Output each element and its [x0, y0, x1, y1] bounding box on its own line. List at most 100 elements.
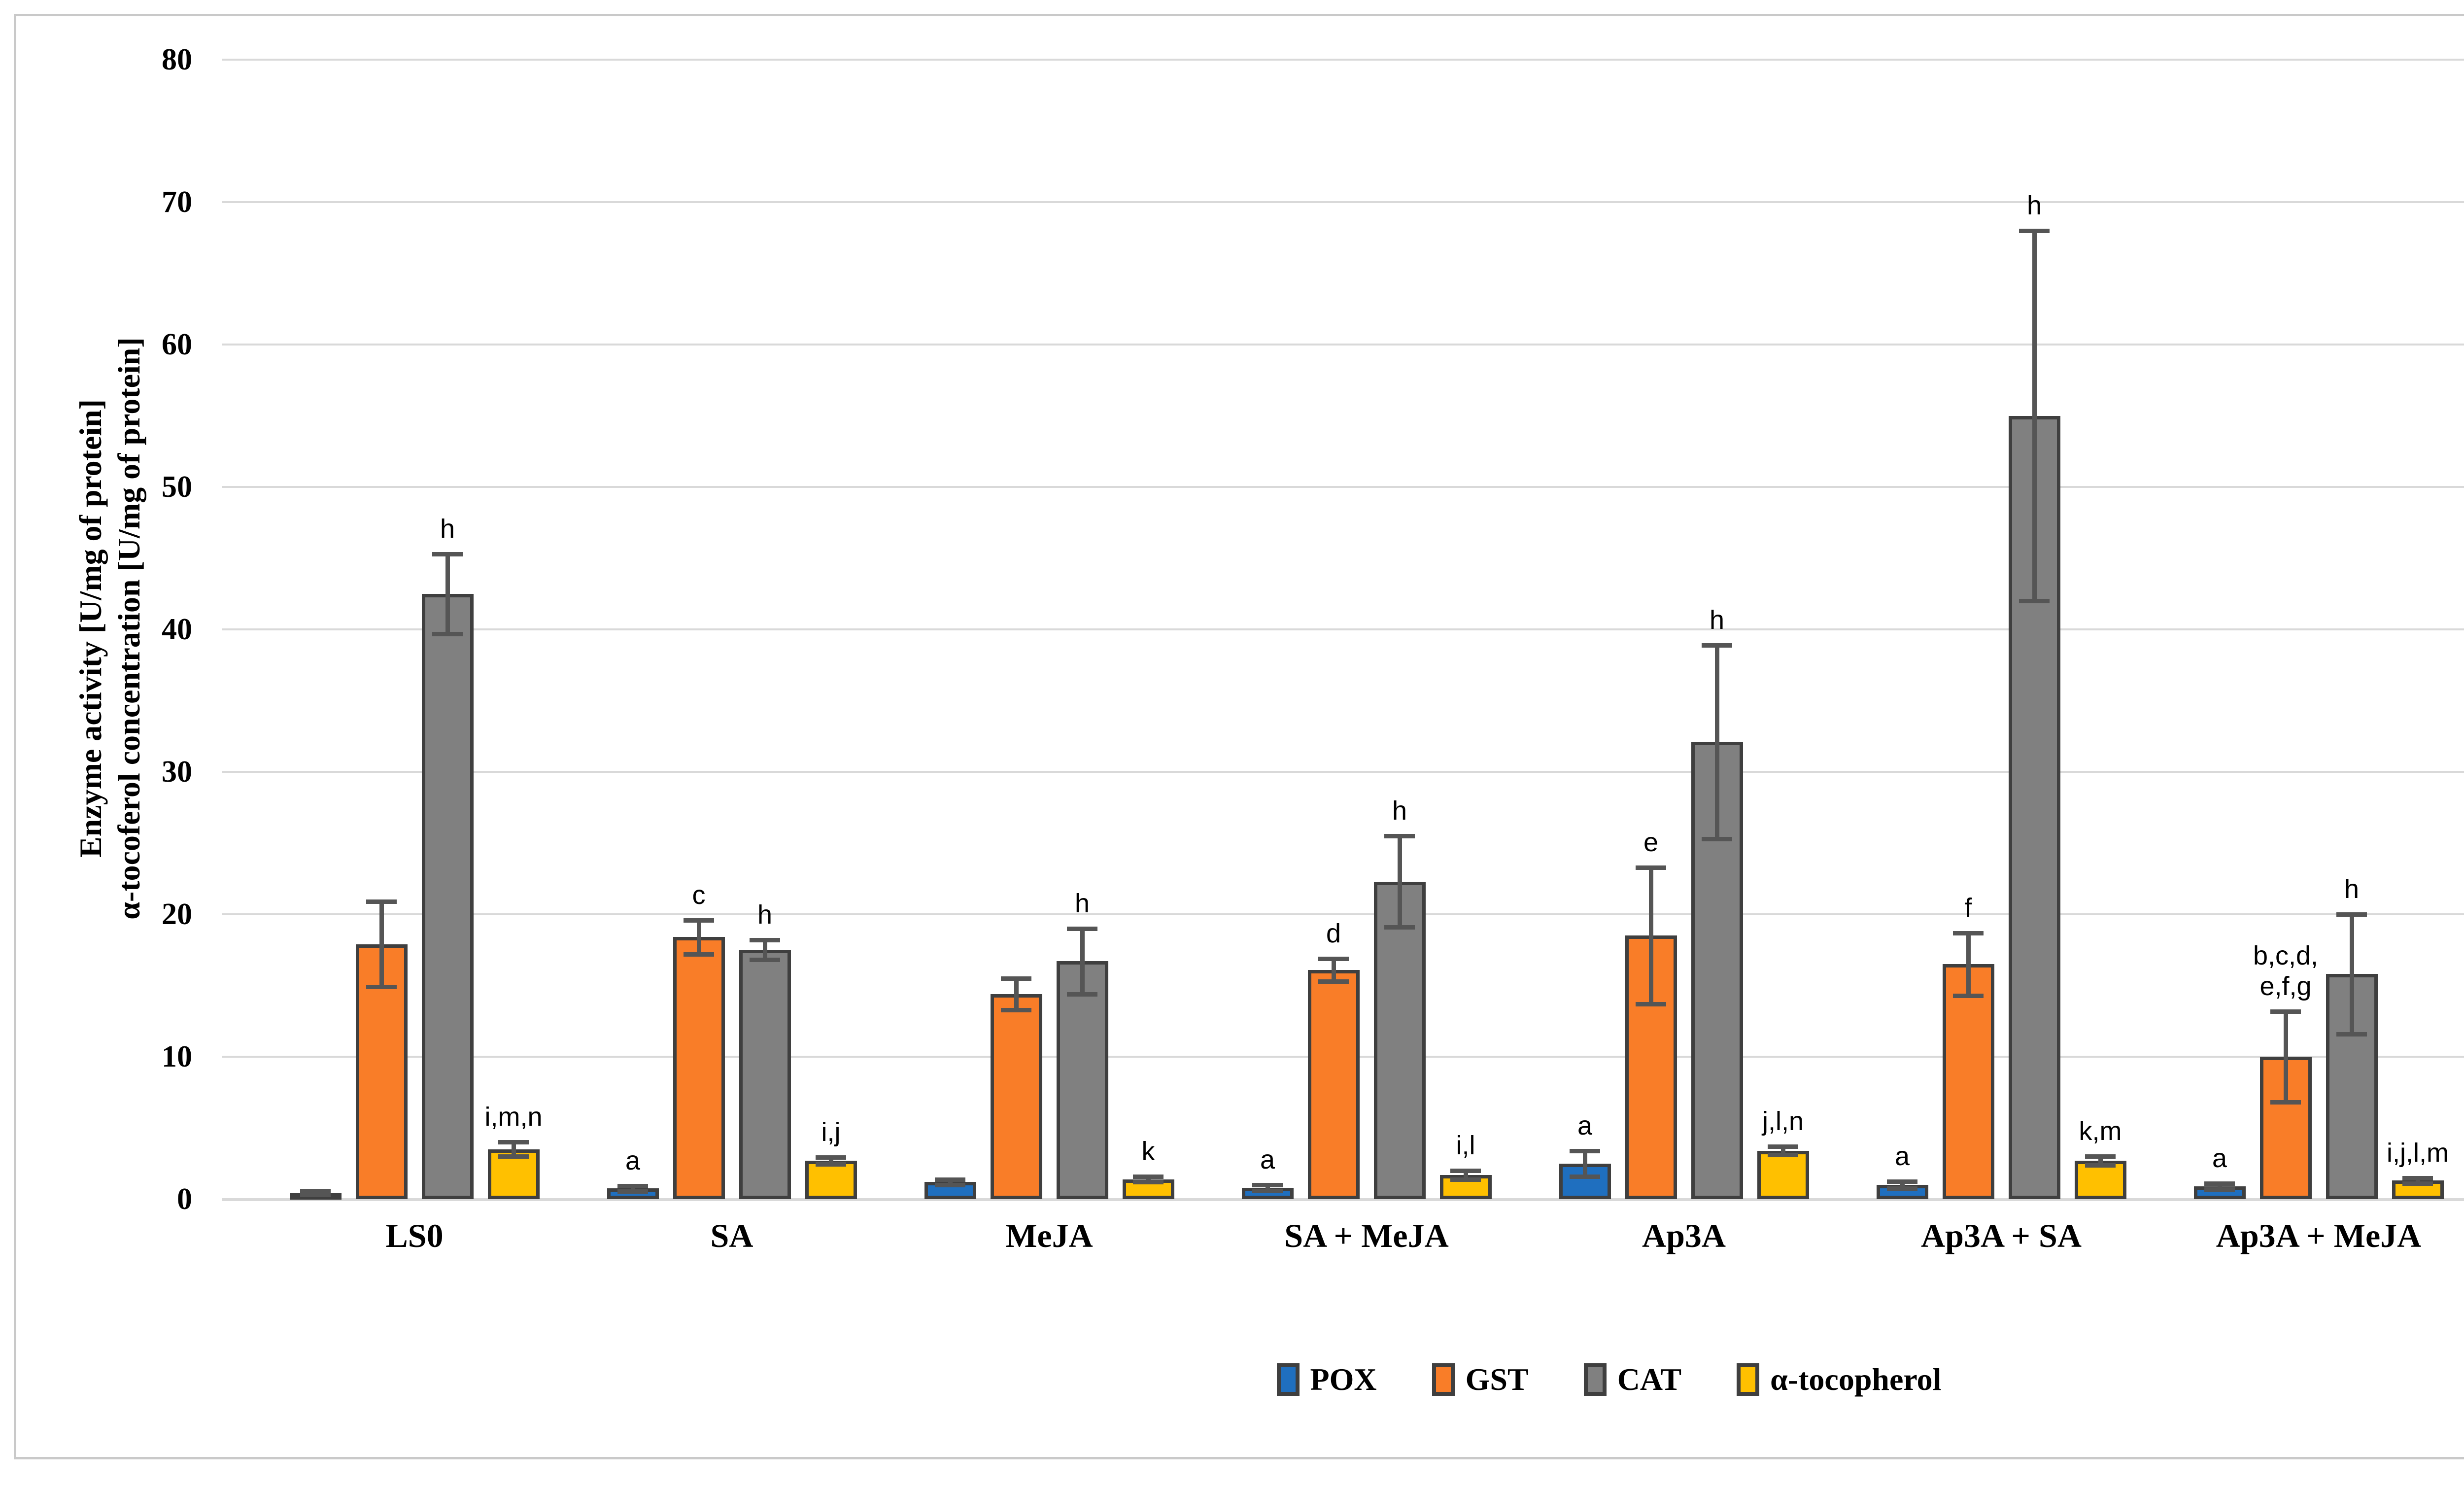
error-cap-top-1-1	[684, 918, 714, 923]
error-cap-top-0-6	[2204, 1181, 2235, 1186]
significance-label-2-3: h	[1392, 796, 1407, 826]
significance-label-1-4: e	[1643, 827, 1659, 857]
legend-item-pox: POX	[1276, 1361, 1377, 1398]
significance-label-1-1: c	[692, 880, 706, 910]
legend-item-gst: GST	[1432, 1361, 1529, 1398]
significance-label-0-3: a	[1260, 1145, 1275, 1175]
gridline-y40	[222, 628, 2464, 630]
error-cap-bottom-0-3	[1252, 1188, 1283, 1193]
error-cap-top-2-4	[1702, 643, 1732, 648]
gridline-y50	[222, 486, 2464, 488]
error-cap-top-1-6	[2270, 1009, 2301, 1014]
y-tick-label-10: 10	[162, 1040, 192, 1073]
error-cap-bottom-3-5	[2085, 1163, 2116, 1168]
error-cap-bottom-1-6	[2270, 1100, 2301, 1105]
x-category-label-1: SA	[710, 1217, 753, 1254]
error-cap-bottom-1-1	[684, 952, 714, 957]
legend-label-2: CAT	[1617, 1362, 1682, 1397]
legend-label-1: GST	[1465, 1362, 1529, 1397]
significance-label-0-6: a	[2212, 1143, 2227, 1174]
bar--tocopherol-4	[1757, 1150, 1809, 1199]
error-cap-bottom-0-5	[1887, 1186, 1917, 1191]
y-tick-label-0: 0	[177, 1182, 192, 1216]
error-bar-2-4	[1714, 645, 1719, 839]
error-cap-top-3-4	[1768, 1144, 1798, 1149]
bar-cat-2	[1056, 961, 1108, 1199]
error-cap-bottom-3-1	[816, 1162, 846, 1167]
error-cap-top-0-1	[617, 1183, 648, 1188]
significance-label-1-6: b,c,d, e,f,g	[2253, 940, 2319, 1001]
error-cap-bottom-2-0	[432, 631, 463, 636]
gridline-y60	[222, 344, 2464, 346]
gridline-y30	[222, 771, 2464, 773]
error-cap-top-1-2	[1001, 976, 1031, 981]
error-cap-bottom-1-0	[366, 985, 397, 990]
error-bar-0-1	[630, 1185, 635, 1192]
gridline-y0	[222, 1198, 2464, 1201]
x-category-label-3: SA + MeJA	[1284, 1217, 1449, 1254]
legend: POX GST CAT α-tocopherol	[197, 1361, 2464, 1398]
error-bar-1-0	[379, 901, 384, 987]
error-cap-top-3-5	[2085, 1154, 2116, 1159]
error-bar-1-2	[1014, 978, 1019, 1010]
error-cap-bottom-0-1	[617, 1189, 648, 1194]
error-bar-0-6	[2217, 1183, 2222, 1189]
legend-swatch--tocopherol	[1737, 1363, 1760, 1396]
y-tick-label-50: 50	[162, 470, 192, 504]
x-category-label-6: Ap3A + MeJA	[2216, 1217, 2422, 1254]
error-cap-bottom-3-2	[1133, 1180, 1164, 1185]
error-bar-3-0	[511, 1142, 516, 1157]
error-cap-top-1-3	[1318, 956, 1349, 961]
legend-item-cat: CAT	[1583, 1361, 1682, 1398]
error-bar-2-3	[1397, 836, 1402, 927]
error-cap-bottom-2-1	[750, 958, 780, 963]
x-category-label-5: Ap3A + SA	[1921, 1217, 2082, 1254]
error-bar-3-4	[1780, 1146, 1785, 1155]
significance-label-2-2: h	[1074, 888, 1090, 918]
y-tick-label-80: 80	[162, 43, 192, 76]
error-bar-3-5	[2098, 1156, 2103, 1165]
significance-label-3-0: i,m,n	[484, 1102, 543, 1132]
significance-label-3-6: i,j,l,m	[2387, 1138, 2449, 1168]
significance-label-2-1: h	[757, 900, 773, 930]
bar-pox-4	[1559, 1163, 1611, 1199]
x-category-label-2: MeJA	[1005, 1217, 1093, 1254]
significance-label-0-1: a	[625, 1145, 641, 1175]
error-bar-2-1	[762, 940, 767, 960]
error-bar-0-3	[1265, 1185, 1270, 1191]
error-cap-top-3-2	[1133, 1174, 1164, 1179]
bar-cat-1	[739, 950, 791, 1199]
error-cap-top-2-6	[2336, 912, 2367, 917]
error-cap-top-3-0	[498, 1140, 529, 1145]
error-bar-1-3	[1331, 958, 1336, 981]
y-tick-label-70: 70	[162, 185, 192, 219]
error-cap-bottom-2-5	[2019, 599, 2050, 604]
error-bar-3-2	[1146, 1176, 1151, 1182]
error-bar-0-2	[948, 1179, 953, 1185]
significance-label-0-4: a	[1577, 1110, 1593, 1140]
legend-swatch-gst	[1432, 1363, 1455, 1396]
y-tick-label-20: 20	[162, 898, 192, 931]
bar-gst-1	[673, 937, 725, 1199]
legend-label-0: POX	[1310, 1362, 1377, 1397]
significance-label-0-5: a	[1894, 1141, 1910, 1171]
bar-gst-3	[1307, 969, 1360, 1199]
chart-outer-border	[14, 14, 2464, 1459]
significance-label-3-2: k	[1141, 1136, 1155, 1166]
error-cap-bottom-3-3	[1450, 1177, 1481, 1182]
error-cap-bottom-2-2	[1067, 992, 1097, 997]
error-cap-bottom-0-0	[300, 1193, 331, 1198]
error-bar-2-2	[1080, 928, 1085, 994]
error-cap-top-0-3	[1252, 1183, 1283, 1188]
error-cap-top-1-5	[1953, 931, 1984, 935]
error-bar-2-5	[2032, 230, 2037, 601]
significance-label-1-3: d	[1326, 918, 1341, 948]
error-cap-bottom-0-2	[935, 1183, 965, 1188]
error-cap-top-2-5	[2019, 228, 2050, 233]
y-tick-label-60: 60	[162, 328, 192, 361]
y-tick-label-30: 30	[162, 755, 192, 789]
significance-label-3-5: k,m	[2079, 1116, 2122, 1146]
error-bar-1-6	[2283, 1011, 2288, 1103]
error-cap-top-2-1	[750, 938, 780, 943]
bar-cat-0	[421, 593, 474, 1199]
